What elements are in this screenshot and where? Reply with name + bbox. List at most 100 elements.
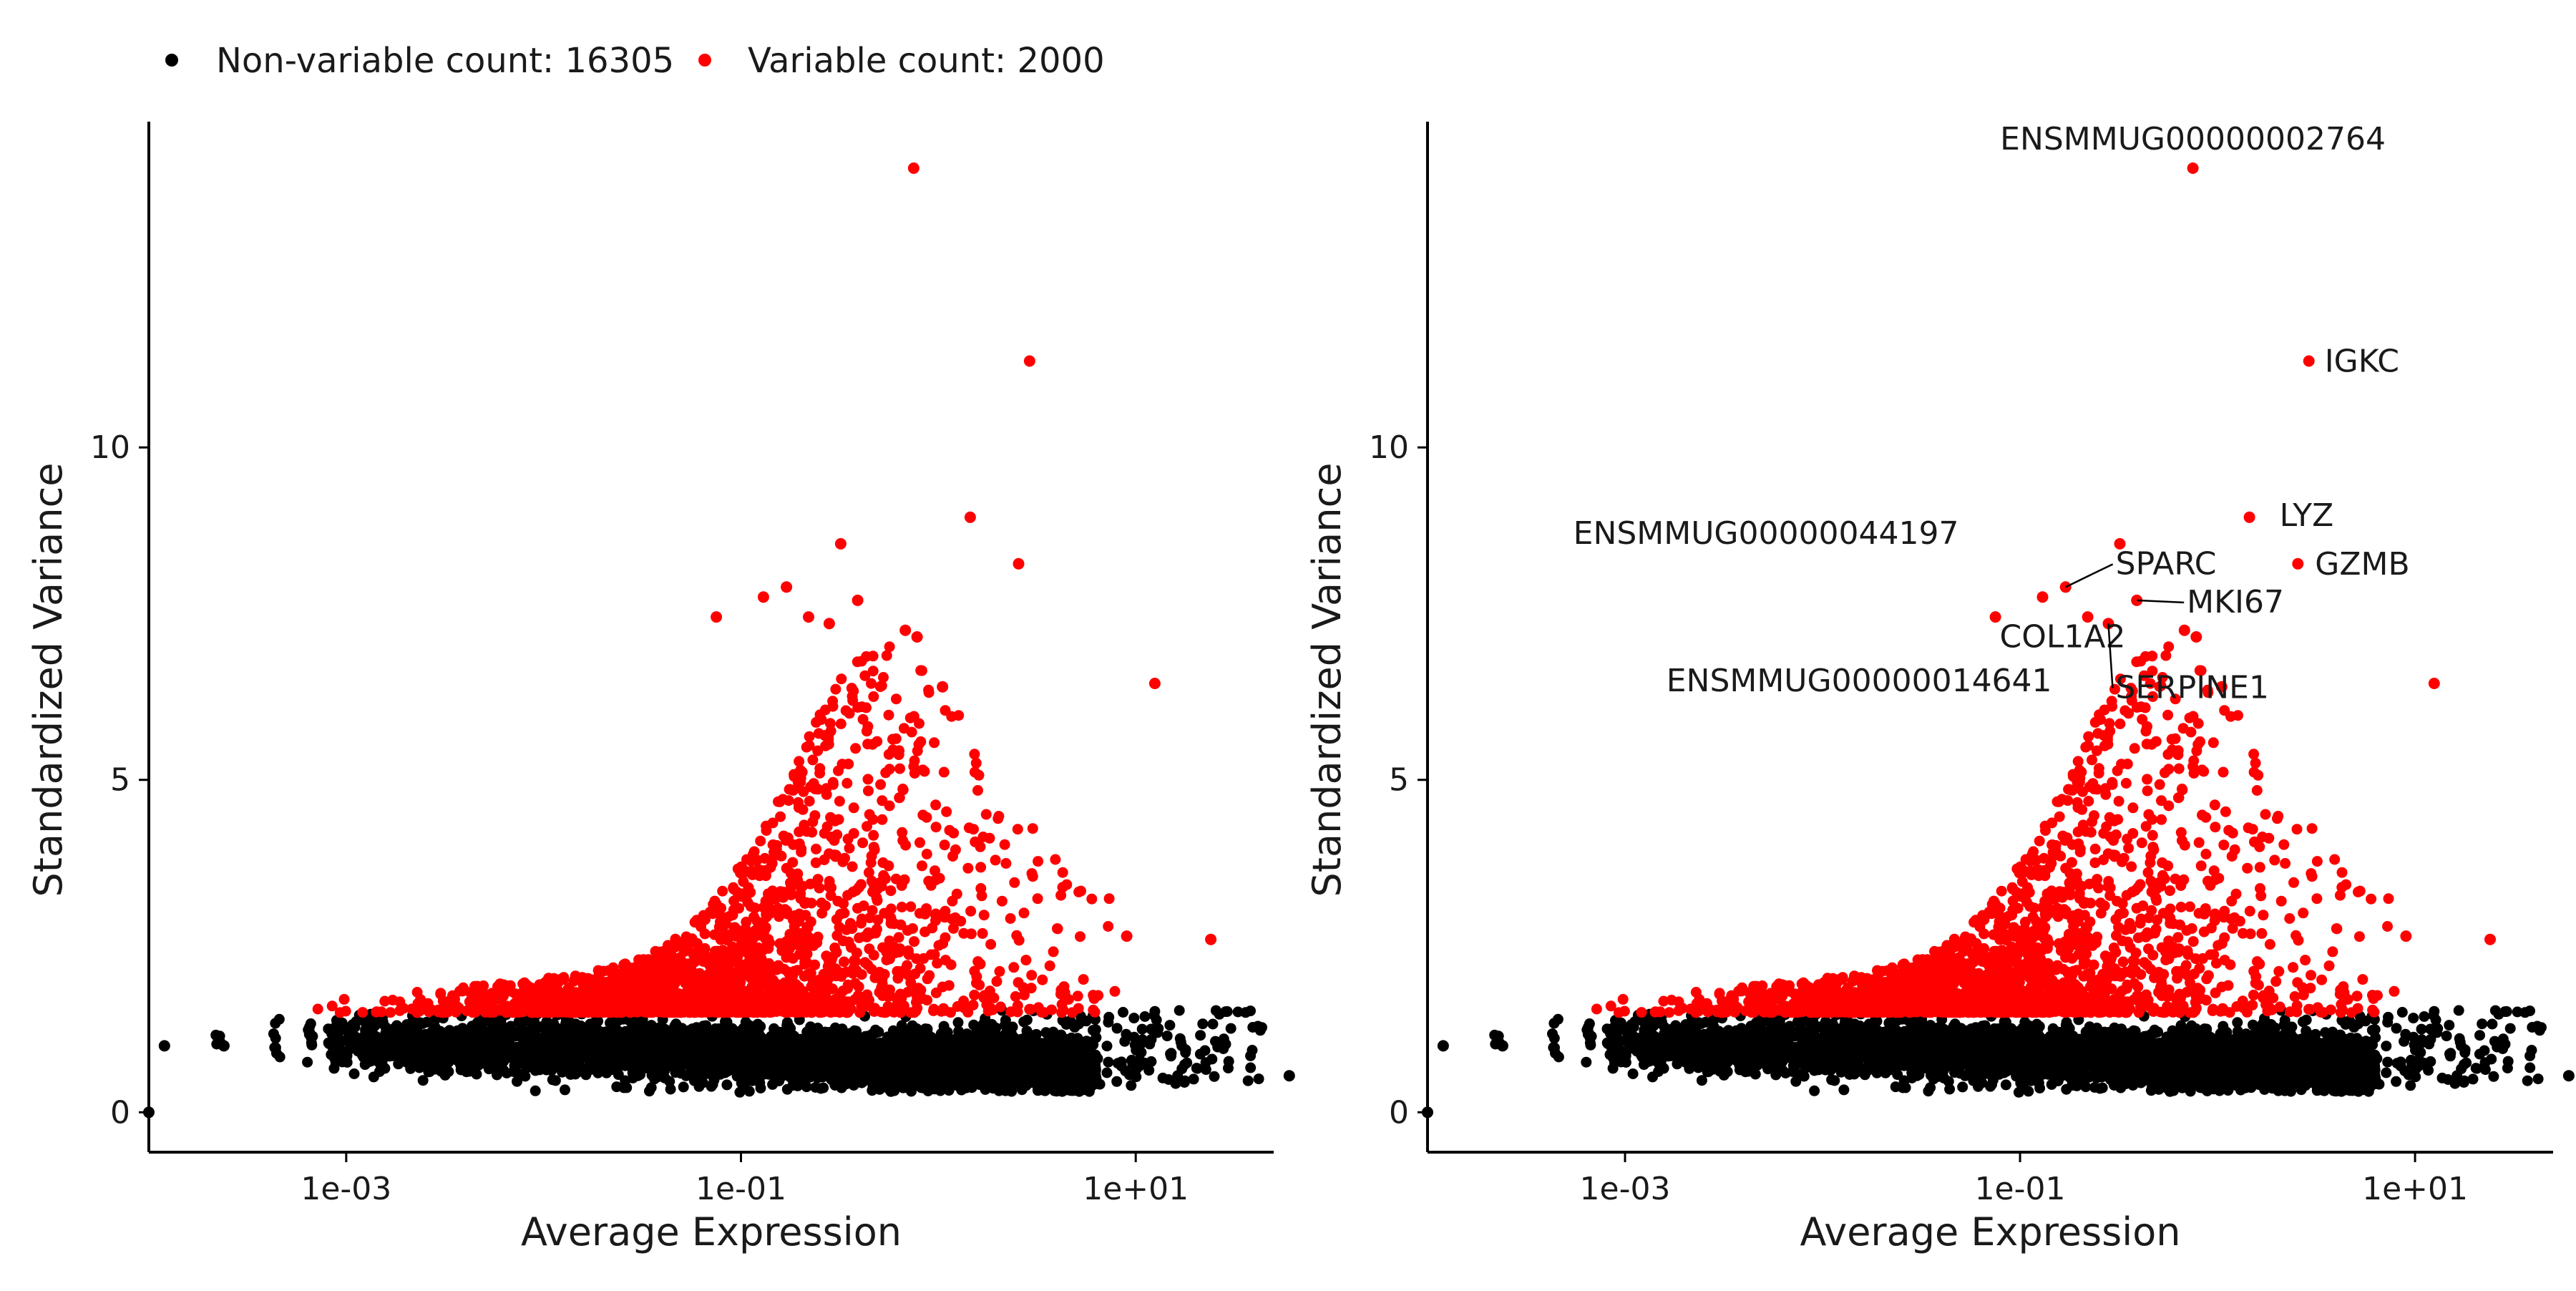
nonvariable-point [829, 1079, 841, 1091]
nonvariable-point [844, 1043, 854, 1054]
nonvariable-point [927, 1070, 938, 1081]
nonvariable-point [930, 1039, 941, 1051]
nonvariable-point [1031, 1068, 1043, 1079]
nonvariable-point [745, 1028, 756, 1040]
nonvariable-point [887, 1046, 898, 1057]
nonvariable-point [302, 1056, 313, 1068]
variable-point [857, 837, 869, 849]
nonvariable-point [1223, 1056, 1234, 1067]
nonvariable-point [613, 1026, 624, 1036]
variable-point [312, 1003, 323, 1015]
nonvariable-point [424, 1066, 435, 1078]
nonvariable-point [801, 1081, 812, 1093]
nonvariable-point [1218, 1033, 1229, 1045]
nonvariable-point [1139, 1011, 1151, 1022]
nonvariable-point [390, 1040, 401, 1051]
nonvariable-point [1111, 1076, 1123, 1087]
nonvariable-point [1118, 1007, 1128, 1018]
variable-point [938, 766, 950, 778]
nonvariable-point [428, 1015, 439, 1027]
nonvariable-point [328, 1026, 339, 1037]
nonvariable-point [1164, 1020, 1176, 1031]
nonvariable-point [380, 1021, 391, 1033]
nonvariable-point [429, 1056, 440, 1067]
nonvariable-point [736, 1074, 748, 1086]
nonvariable-point [858, 1032, 869, 1043]
nonvariable-point [1257, 1022, 1267, 1033]
nonvariable-point [748, 1058, 760, 1070]
variable-point [1089, 1006, 1101, 1018]
nonvariable-point [1088, 1060, 1099, 1071]
variable-point [877, 814, 888, 825]
variable-point [338, 993, 350, 1005]
nonvariable-point [519, 1060, 531, 1071]
nonvariable-point [942, 1027, 953, 1038]
variable-point [847, 861, 858, 872]
nonvariable-point [699, 1031, 711, 1043]
nonvariable-point [1207, 1018, 1219, 1030]
nonvariable-point [1080, 1015, 1092, 1027]
nonvariable-point [922, 1023, 933, 1035]
nonvariable-point [1197, 1018, 1209, 1030]
nonvariable-point [517, 1026, 529, 1038]
nonvariable-point [950, 1065, 962, 1076]
nonvariable-point [557, 1066, 568, 1078]
nonvariable-point [1174, 1005, 1185, 1016]
nonvariable-point [1206, 1053, 1218, 1065]
nonvariable-point [1245, 1005, 1256, 1017]
nonvariable-point [653, 1050, 664, 1061]
left-nonvariable-points [210, 1005, 1267, 1098]
nonvariable-point [358, 1030, 370, 1041]
nonvariable-point [865, 1066, 877, 1078]
nonvariable-point [642, 1038, 653, 1049]
nonvariable-point [1111, 1023, 1123, 1034]
nonvariable-point [1082, 1038, 1093, 1050]
nonvariable-point [820, 1051, 831, 1062]
nonvariable-point [344, 1031, 356, 1043]
nonvariable-point [1048, 1026, 1059, 1038]
legend: Non-variable count: 16305 Variable count… [165, 41, 1105, 81]
nonvariable-point [448, 1031, 459, 1042]
variable-point [855, 879, 867, 890]
nonvariable-point [348, 1068, 360, 1079]
nonvariable-point [1188, 1073, 1199, 1085]
nonvariable-point [530, 1085, 541, 1096]
nonvariable-point [961, 1064, 972, 1076]
nonvariable-point [881, 1066, 892, 1078]
nonvariable-point [579, 1042, 590, 1053]
nonvariable-point [304, 1027, 316, 1038]
nonvariable-point [374, 1066, 385, 1077]
nonvariable-point [940, 1056, 952, 1066]
nonvariable-point [664, 1076, 675, 1087]
nonvariable-point [966, 1082, 977, 1093]
nonvariable-point [615, 1043, 626, 1054]
nonvariable-point [1157, 1072, 1169, 1083]
nonvariable-point [363, 1055, 374, 1066]
left-variable-points [312, 641, 1121, 1018]
nonvariable-point [1242, 1075, 1254, 1086]
nonvariable-point [625, 1058, 637, 1070]
variable-point [844, 842, 855, 854]
nonvariable-point [1101, 1067, 1113, 1078]
nonvariable-point [755, 1083, 766, 1093]
nonvariable-point [1101, 1041, 1113, 1052]
nonvariable-point [1103, 1011, 1115, 1023]
nonvariable-point [779, 1067, 790, 1078]
nonvariable-point [706, 1047, 718, 1058]
legend-marker-variable [698, 54, 711, 67]
nonvariable-point [1094, 1078, 1106, 1090]
nonvariable-point [701, 1020, 712, 1031]
variable-point [1012, 824, 1023, 835]
nonvariable-point [743, 1086, 755, 1097]
nonvariable-point [810, 1082, 821, 1093]
nonvariable-point [972, 1071, 984, 1082]
nonvariable-point [941, 1082, 952, 1093]
nonvariable-point [776, 1036, 788, 1047]
nonvariable-point [697, 1070, 708, 1081]
nonvariable-point [1119, 1036, 1131, 1047]
nonvariable-point [1006, 1086, 1018, 1097]
nonvariable-point [1245, 1062, 1257, 1073]
nonvariable-point [1055, 1074, 1067, 1086]
nonvariable-point [1069, 1021, 1080, 1033]
